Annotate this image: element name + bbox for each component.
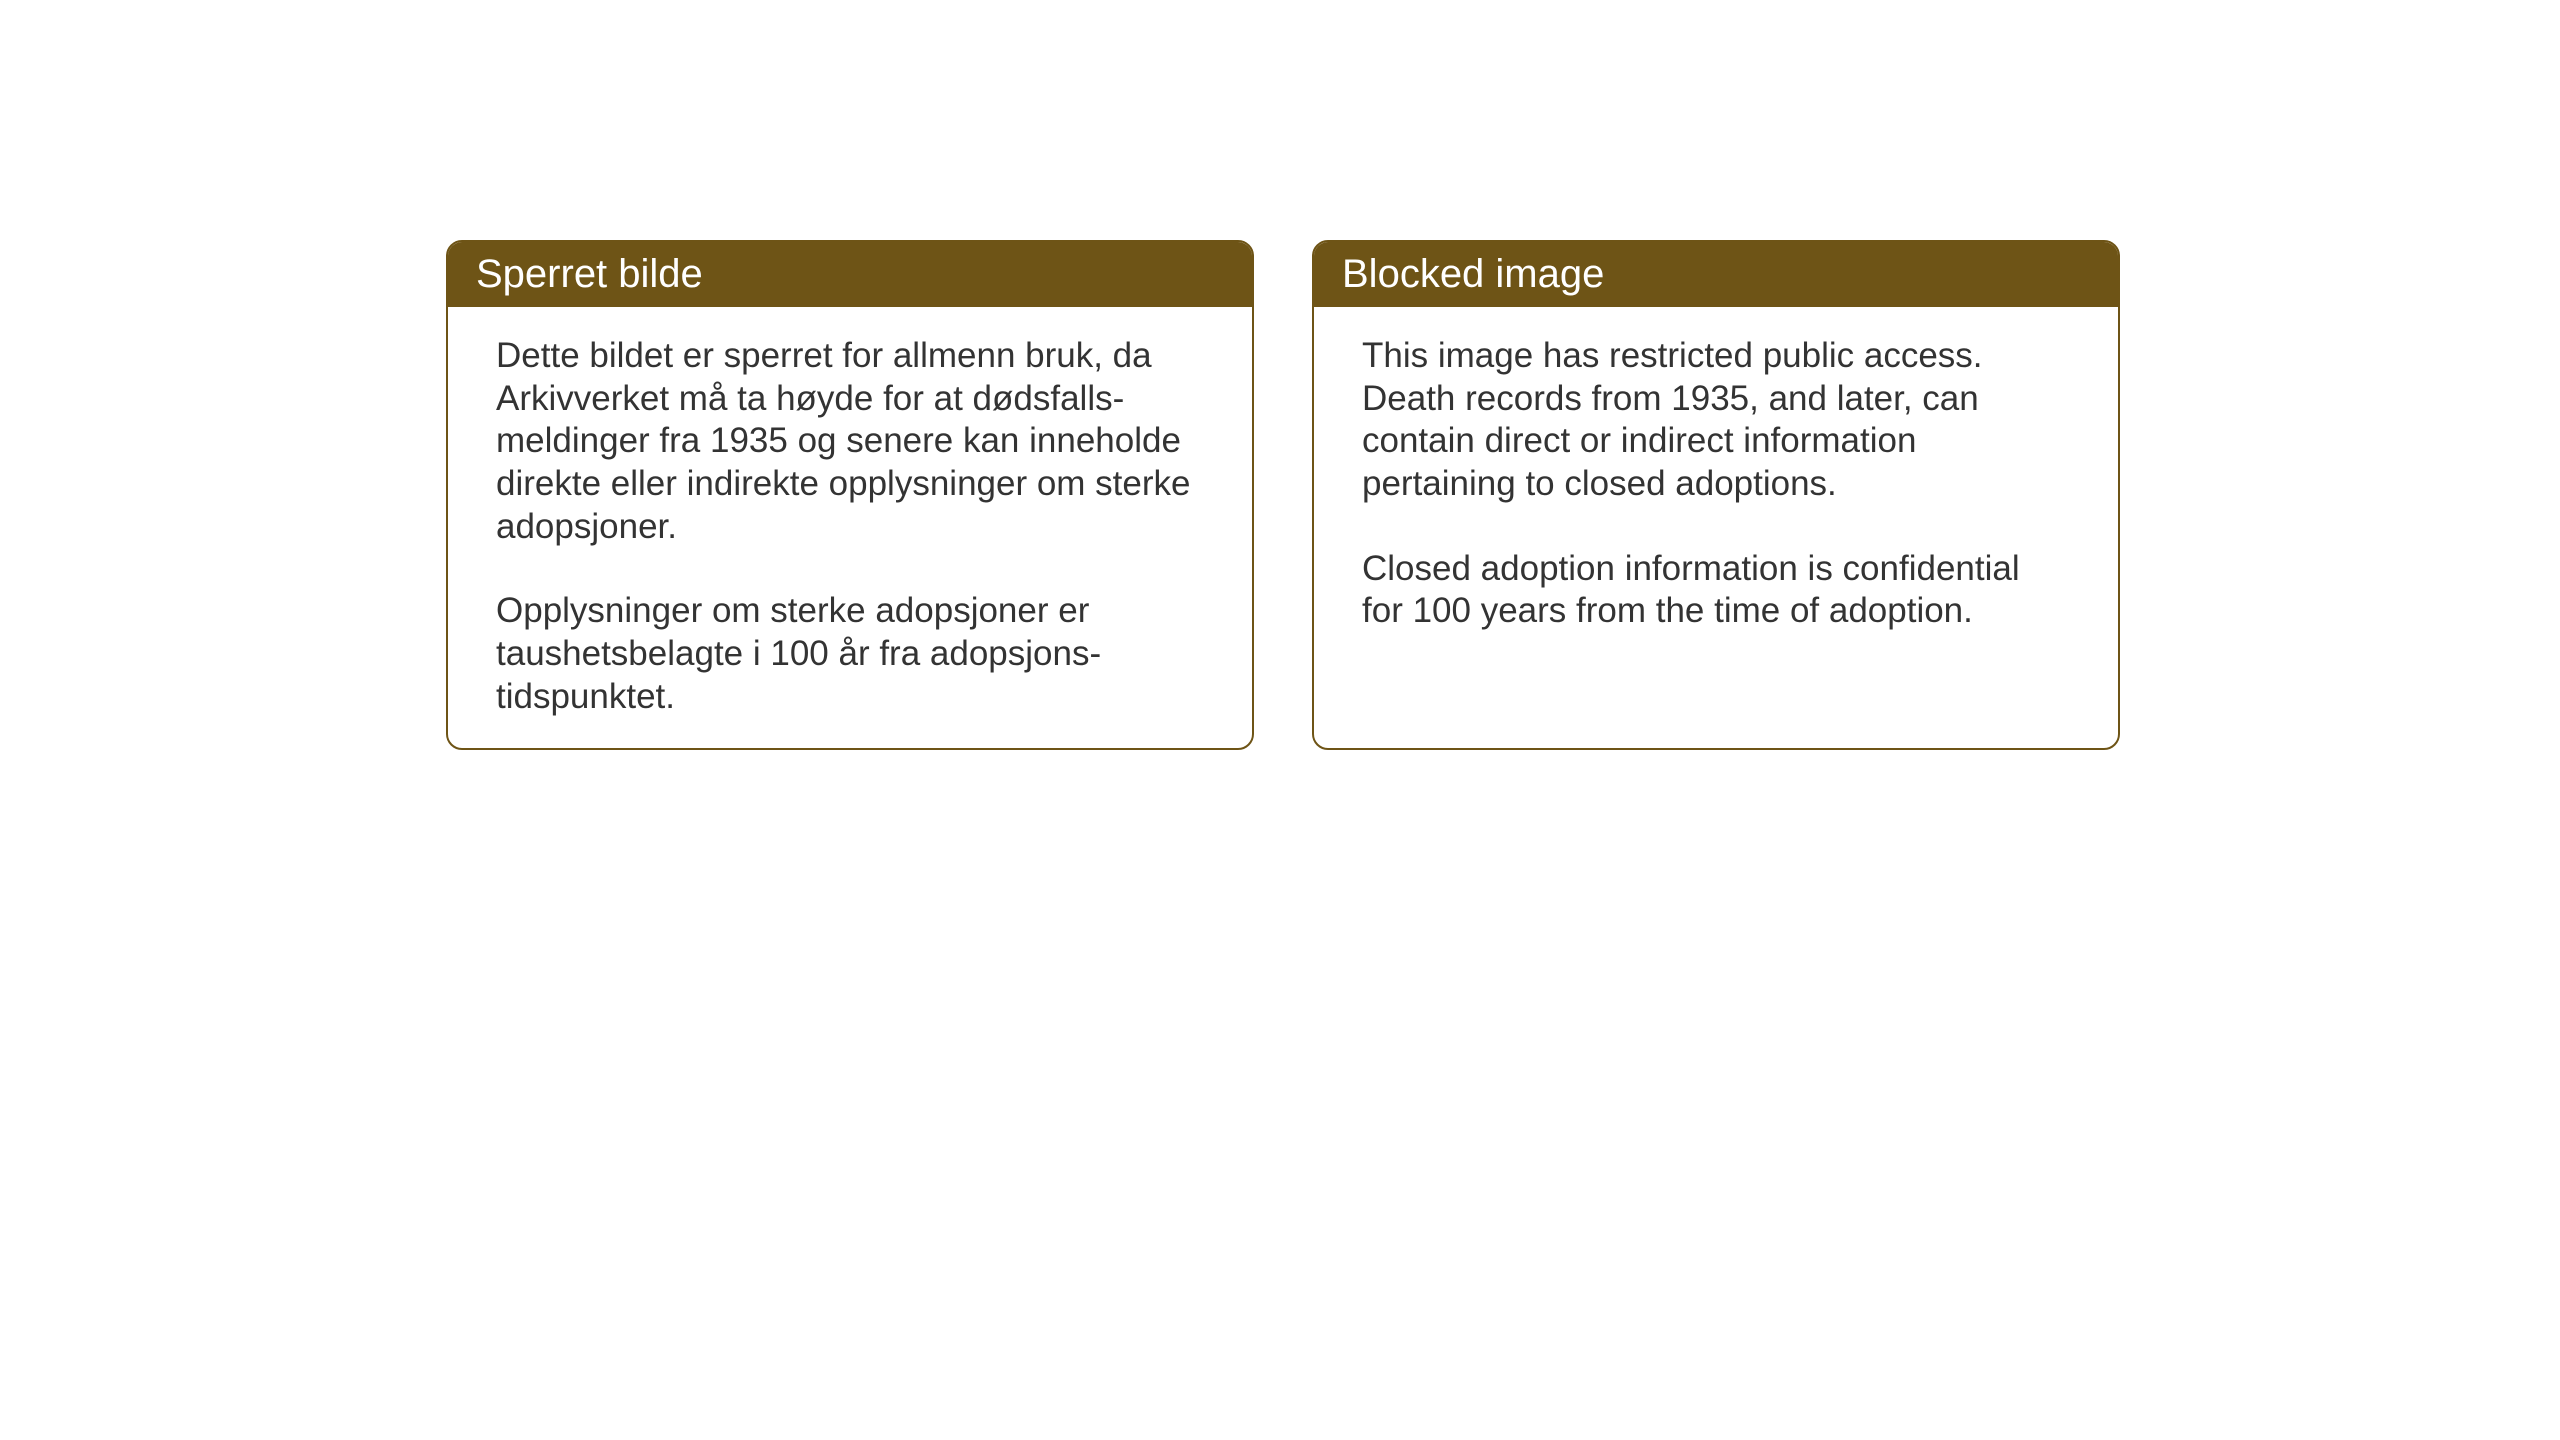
notice-card-english: Blocked image This image has restricted … xyxy=(1312,240,2120,750)
card-header-norwegian: Sperret bilde xyxy=(448,242,1252,307)
card-title-norwegian: Sperret bilde xyxy=(476,252,703,296)
card-body-norwegian: Dette bildet er sperret for allmenn bruk… xyxy=(448,307,1252,747)
card-body-english: This image has restricted public access.… xyxy=(1314,307,2118,661)
card-header-english: Blocked image xyxy=(1314,242,2118,307)
card-paragraph-2-english: Closed adoption information is confident… xyxy=(1362,548,2070,633)
card-title-english: Blocked image xyxy=(1342,252,1604,296)
notice-card-norwegian: Sperret bilde Dette bildet er sperret fo… xyxy=(446,240,1254,750)
card-paragraph-2-norwegian: Opplysninger om sterke adopsjoner er tau… xyxy=(496,590,1204,718)
card-paragraph-1-english: This image has restricted public access.… xyxy=(1362,335,2070,506)
card-paragraph-1-norwegian: Dette bildet er sperret for allmenn bruk… xyxy=(496,335,1204,548)
notice-container: Sperret bilde Dette bildet er sperret fo… xyxy=(446,240,2120,750)
